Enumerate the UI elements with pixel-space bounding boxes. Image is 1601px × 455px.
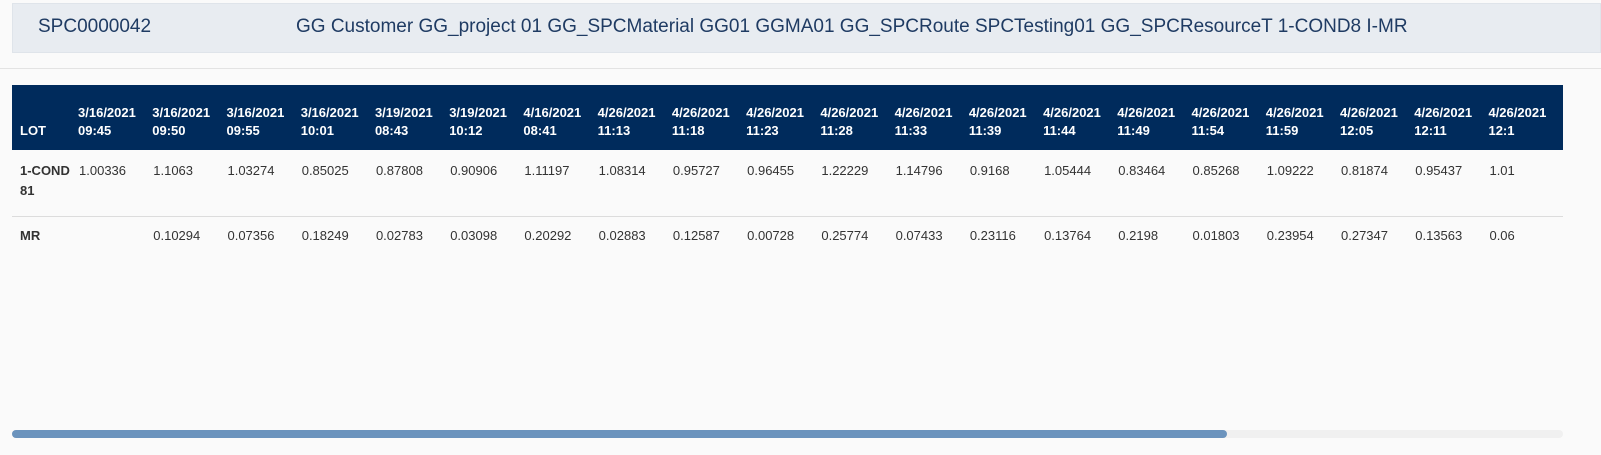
table-cell: 1.00336 <box>78 150 153 217</box>
table-cell: 1.08314 <box>597 150 672 217</box>
date-column-header: 4/26/2021 12:1 <box>1488 85 1563 150</box>
table-cell: 0.81874 <box>1340 150 1415 217</box>
table-cell: 0.25774 <box>821 227 869 243</box>
scrollbar-thumb[interactable] <box>12 430 1227 438</box>
date-column-header: 3/16/2021 09:50 <box>152 85 227 150</box>
row-label: MR <box>20 227 41 243</box>
table-cell: 0.96455 <box>746 150 821 217</box>
table-cell: 0.87808 <box>374 150 450 217</box>
table-cell: 0.03098 <box>450 227 498 243</box>
table-cell: 0.02783 <box>375 227 423 243</box>
title-bar: SPC0000042 GG Customer GG_project 01 GG_… <box>12 3 1601 53</box>
date-column-header: 4/26/2021 11:23 <box>746 85 821 150</box>
table-cell: 0.07433 <box>895 227 943 243</box>
date-column-header: 3/16/2021 09:55 <box>226 85 301 150</box>
table-cell: 0.02883 <box>598 227 646 243</box>
row-label: 1-COND81 <box>12 150 79 217</box>
table-row: MR 0.10294 0.07356 0.18249 0.02783 0.03098 0.… <box>12 216 1563 267</box>
chart-description: GG Customer GG_project 01 GG_SPCMaterial… <box>296 16 1408 37</box>
table-cell <box>78 216 152 267</box>
date-column-header: 4/26/2021 12:11 <box>1414 85 1489 150</box>
table-cell: 0.10294 <box>153 227 201 243</box>
table-cell: 1.05444 <box>1043 150 1118 217</box>
date-column-header: 4/26/2021 11:13 <box>597 85 672 150</box>
table-cell: 0.23954 <box>1266 227 1314 243</box>
table-cell: 0.95727 <box>671 150 747 217</box>
chart-id: SPC0000042 <box>38 16 152 37</box>
table-cell: 1.22229 <box>820 150 895 217</box>
table-cell: 1.03274 <box>226 150 301 217</box>
table-cell: 0.13764 <box>1044 227 1092 243</box>
table-cell: 1.09222 <box>1265 150 1340 217</box>
date-column-header: 4/26/2021 11:28 <box>820 85 895 150</box>
table-cell: 0.13563 <box>1415 227 1463 243</box>
date-column-header: 3/19/2021 10:12 <box>449 85 524 150</box>
date-column-header: 3/19/2021 08:43 <box>374 85 450 150</box>
date-column-header: 3/16/2021 10:01 <box>300 85 375 150</box>
table-cell: 0.90906 <box>449 150 524 217</box>
date-column-header: 4/26/2021 11:49 <box>1117 85 1192 150</box>
table-cell: 0.07356 <box>227 227 275 243</box>
date-column-header: 4/26/2021 11:18 <box>671 85 747 150</box>
table-cell: 1.11197 <box>523 150 598 217</box>
table-cell: 0.9168 <box>968 150 1044 217</box>
table-cell: 0.27347 <box>1341 227 1388 243</box>
header-row: LOT 3/16/2021 09:45 3/16/2021 09:50 3/16/2… <box>12 85 1563 150</box>
table-cell: 1.01 <box>1488 150 1563 217</box>
table-cell: 0.23116 <box>969 227 1016 243</box>
table-cell: 0.06 <box>1489 227 1515 243</box>
date-column-header: 4/26/2021 11:54 <box>1191 85 1266 150</box>
date-column-header: 4/16/2021 08:41 <box>523 85 598 150</box>
table-cell: 0.95437 <box>1414 150 1489 217</box>
table-cell: 0.00728 <box>747 227 795 243</box>
table-viewport[interactable]: LOT 3/16/2021 09:45 3/16/2021 09:50 3/16/2… <box>12 85 1563 425</box>
table-cell: 0.01803 <box>1192 227 1240 243</box>
date-column-header: 3/16/2021 09:45 <box>78 85 153 150</box>
divider <box>0 68 1601 69</box>
date-column-header: 4/26/2021 11:44 <box>1043 85 1118 150</box>
table-cell: 0.83464 <box>1117 150 1192 217</box>
date-column-header: 4/26/2021 11:33 <box>894 85 969 150</box>
data-table: LOT 3/16/2021 09:45 3/16/2021 09:50 3/16/2… <box>12 85 1563 267</box>
date-column-header: 4/26/2021 11:39 <box>968 85 1044 150</box>
lot-column-header: LOT <box>12 85 79 150</box>
table-cell: 0.85025 <box>300 150 375 217</box>
date-column-header: 4/26/2021 11:59 <box>1265 85 1340 150</box>
table-cell: 1.1063 <box>152 150 227 217</box>
table-cell: 0.20292 <box>524 227 572 243</box>
table-cell: 1.14796 <box>894 150 969 217</box>
table-cell: 0.18249 <box>301 227 349 243</box>
date-column-header: 4/26/2021 12:05 <box>1340 85 1415 150</box>
table-cell: 0.12587 <box>672 227 720 243</box>
table-cell: 0.2198 <box>1118 227 1159 243</box>
table-row: 1-COND81 1.00336 1.1063 1.03274 0.85025 0.87… <box>12 150 1563 217</box>
table-cell: 0.85268 <box>1191 150 1266 217</box>
